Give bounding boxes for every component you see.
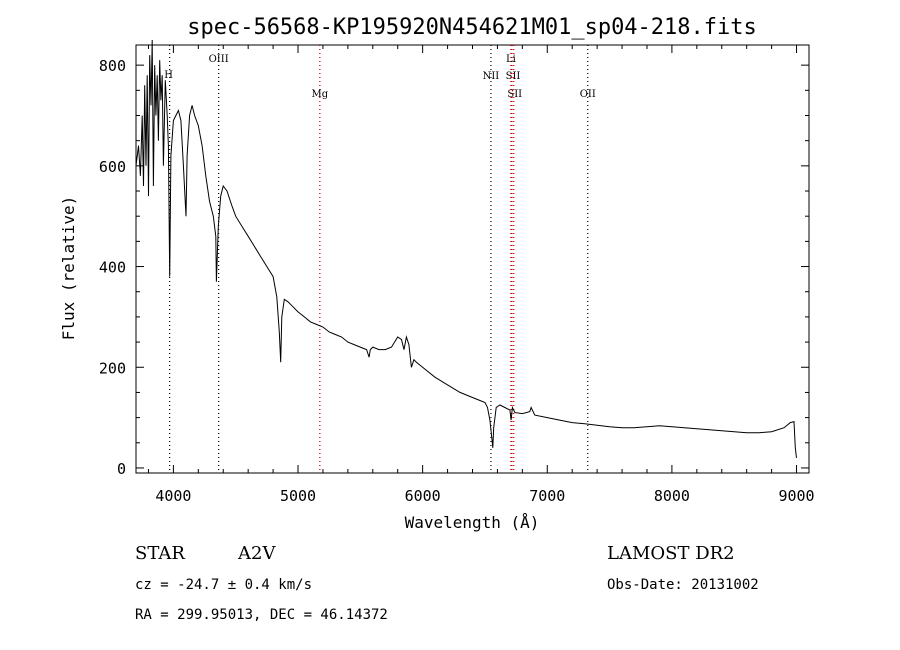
chart-title: spec-56568-KP195920N454621M01_sp04-218.f… <box>187 15 757 40</box>
coordinates: RA = 299.95013, DEC = 46.14372 <box>135 607 388 623</box>
spectral-line-markers: H OIII Mg NII SII SII Li OII <box>164 45 596 473</box>
y-axis-label: Flux (relative) <box>59 196 78 341</box>
plot-frame <box>135 44 810 474</box>
x-tick-label: 7000 <box>529 487 565 505</box>
survey-name: LAMOST DR2 <box>607 543 735 564</box>
spectral-line-label: Li <box>506 54 516 65</box>
spectral-line-label: SII <box>506 71 521 82</box>
spectral-line-label: OII <box>580 89 596 100</box>
x-tick-label: 9000 <box>778 487 814 505</box>
x-axis-label: Wavelength (Å) <box>405 513 540 532</box>
object-subclass: A2V <box>237 543 276 564</box>
obs-date: Obs-Date: 20131002 <box>607 577 759 593</box>
spectral-line-label: NII <box>483 71 500 82</box>
x-tick-label: 8000 <box>654 487 690 505</box>
y-tick-label: 200 <box>99 359 126 377</box>
x-tick-label: 5000 <box>280 487 316 505</box>
spectral-line-label: OIII <box>209 54 229 65</box>
spectral-line-label: SII <box>507 89 522 100</box>
y-tick-label: 400 <box>99 259 126 277</box>
spectrum-series-line <box>135 39 797 458</box>
axis-ticks: 4000 5000 6000 7000 8000 9000 0 200 400 600 800 <box>99 45 815 505</box>
y-tick-label: 0 <box>117 460 126 478</box>
x-tick-label: 4000 <box>155 487 191 505</box>
object-type: STAR <box>135 543 185 564</box>
x-tick-label: 6000 <box>405 487 441 505</box>
spectral-line-label: Mg <box>312 89 329 100</box>
info-panel: STAR A2V LAMOST DR2 cz = -24.7 ± 0.4 km/… <box>135 543 759 623</box>
spectral-line-label: H <box>164 70 173 81</box>
redshift-info: cz = -24.7 ± 0.4 km/s <box>135 577 312 593</box>
y-tick-label: 600 <box>99 158 126 176</box>
y-tick-label: 800 <box>99 57 126 75</box>
